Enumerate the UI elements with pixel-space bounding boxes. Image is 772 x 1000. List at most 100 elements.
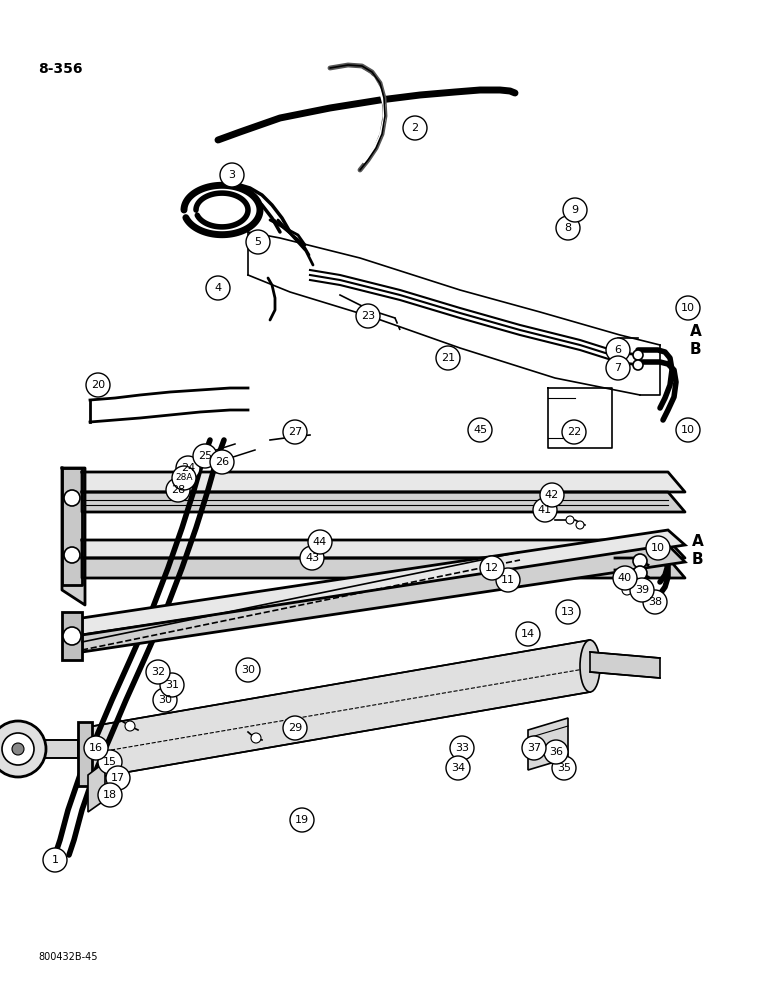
Circle shape	[290, 808, 314, 832]
Text: 15: 15	[103, 757, 117, 767]
Circle shape	[283, 716, 307, 740]
Circle shape	[84, 736, 108, 760]
Polygon shape	[82, 640, 590, 780]
Circle shape	[64, 490, 80, 506]
Circle shape	[251, 733, 261, 743]
Circle shape	[633, 566, 647, 580]
Circle shape	[533, 498, 557, 522]
Circle shape	[176, 456, 200, 480]
Text: 18: 18	[103, 790, 117, 800]
Text: 14: 14	[521, 629, 535, 639]
Text: 45: 45	[473, 425, 487, 435]
Polygon shape	[82, 545, 685, 652]
Text: 26: 26	[215, 457, 229, 467]
Text: A: A	[692, 534, 704, 550]
Circle shape	[552, 756, 576, 780]
Text: 12: 12	[485, 563, 499, 573]
Text: 33: 33	[455, 743, 469, 753]
Circle shape	[236, 658, 260, 682]
Text: 27: 27	[288, 427, 302, 437]
Polygon shape	[20, 740, 78, 758]
Circle shape	[246, 230, 270, 254]
Text: 32: 32	[151, 667, 165, 677]
Text: 38: 38	[648, 597, 662, 607]
Text: 2: 2	[411, 123, 418, 133]
Text: 16: 16	[89, 743, 103, 753]
Circle shape	[576, 521, 584, 529]
Text: 21: 21	[441, 353, 455, 363]
Circle shape	[0, 721, 46, 777]
Circle shape	[556, 216, 580, 240]
Circle shape	[468, 418, 492, 442]
Ellipse shape	[580, 640, 600, 692]
Text: 9: 9	[571, 205, 578, 215]
Circle shape	[403, 116, 427, 140]
Circle shape	[633, 360, 643, 370]
Circle shape	[633, 554, 647, 568]
Text: A: A	[690, 324, 702, 340]
Polygon shape	[62, 612, 82, 660]
Circle shape	[125, 721, 135, 731]
Circle shape	[436, 346, 460, 370]
Text: 31: 31	[165, 680, 179, 690]
Text: 25: 25	[198, 451, 212, 461]
Circle shape	[613, 566, 637, 590]
Polygon shape	[82, 530, 685, 635]
Circle shape	[522, 736, 546, 760]
Text: 17: 17	[111, 773, 125, 783]
Circle shape	[160, 673, 184, 697]
Circle shape	[210, 450, 234, 474]
Text: 4: 4	[215, 283, 222, 293]
Text: 23: 23	[361, 311, 375, 321]
Circle shape	[496, 568, 520, 592]
Text: 39: 39	[635, 585, 649, 595]
Circle shape	[220, 163, 244, 187]
Text: 28: 28	[171, 485, 185, 495]
Text: 30: 30	[158, 695, 172, 705]
Circle shape	[86, 373, 110, 397]
Circle shape	[446, 756, 470, 780]
Circle shape	[12, 743, 24, 755]
Text: 20: 20	[91, 380, 105, 390]
Circle shape	[606, 356, 630, 380]
Polygon shape	[62, 468, 82, 585]
Text: 44: 44	[313, 537, 327, 547]
Polygon shape	[590, 652, 660, 678]
Text: 3: 3	[229, 170, 235, 180]
Polygon shape	[82, 492, 685, 512]
Text: 10: 10	[651, 543, 665, 553]
Circle shape	[562, 420, 586, 444]
Circle shape	[106, 766, 130, 790]
Circle shape	[300, 546, 324, 570]
Polygon shape	[78, 722, 92, 786]
Text: 43: 43	[305, 553, 319, 563]
Text: 13: 13	[561, 607, 575, 617]
Text: 34: 34	[451, 763, 465, 773]
Text: 24: 24	[181, 463, 195, 473]
Text: 41: 41	[538, 505, 552, 515]
Text: 7: 7	[615, 363, 621, 373]
Circle shape	[283, 420, 307, 444]
Text: 30: 30	[241, 665, 255, 675]
Circle shape	[308, 530, 332, 554]
Text: 5: 5	[255, 237, 262, 247]
Circle shape	[622, 572, 632, 582]
Circle shape	[146, 660, 170, 684]
Text: 8: 8	[564, 223, 571, 233]
Text: 11: 11	[501, 575, 515, 585]
Text: 10: 10	[681, 425, 695, 435]
Circle shape	[356, 304, 380, 328]
Polygon shape	[82, 558, 685, 578]
Polygon shape	[62, 468, 85, 605]
Circle shape	[516, 622, 540, 646]
Text: 19: 19	[295, 815, 309, 825]
Circle shape	[450, 736, 474, 760]
Polygon shape	[88, 762, 105, 812]
Circle shape	[606, 338, 630, 362]
Circle shape	[193, 444, 217, 468]
Text: 35: 35	[557, 763, 571, 773]
Polygon shape	[82, 472, 685, 492]
Circle shape	[43, 848, 67, 872]
Circle shape	[64, 547, 80, 563]
Circle shape	[2, 733, 34, 765]
